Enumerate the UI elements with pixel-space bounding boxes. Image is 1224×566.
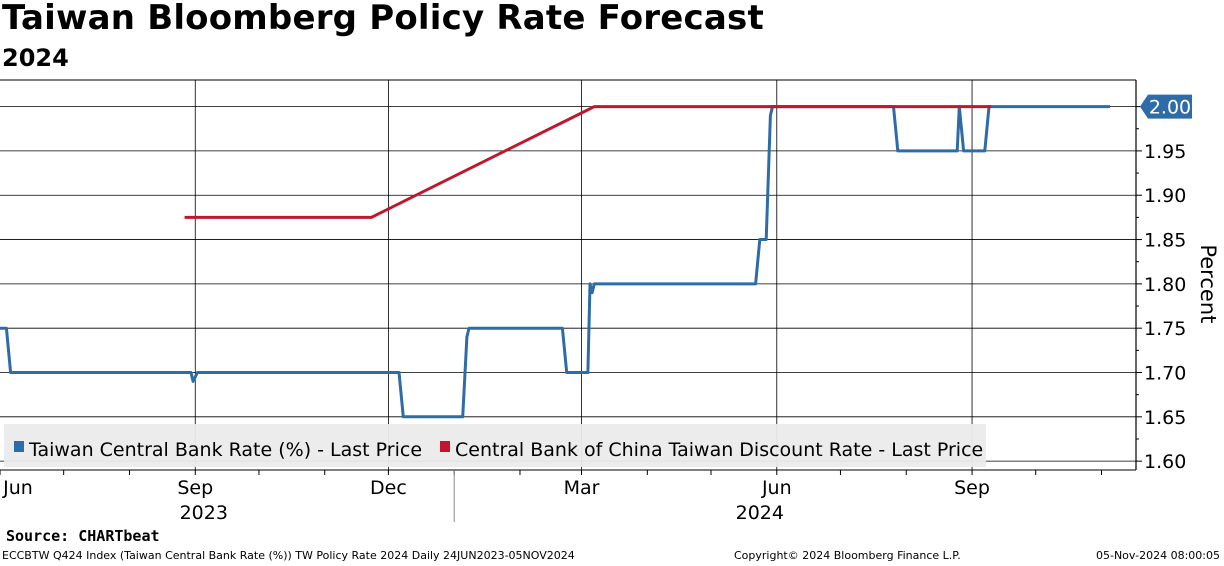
timestamp: 05-Nov-2024 08:00:05 [1095, 549, 1220, 562]
x-tick-label: Sep [954, 477, 990, 499]
source-note: Source: CHARTbeat [6, 527, 160, 545]
legend-swatch [14, 441, 24, 452]
copyright-note: Copyright© 2024 Bloomberg Finance L.P. [734, 549, 961, 562]
x-tick-label: Dec [370, 477, 407, 499]
last-value-marker [1140, 94, 1192, 119]
legend-swatch [440, 441, 450, 452]
ticker-info: ECCBTW Q424 Index (Taiwan Central Bank R… [2, 549, 575, 562]
x-tick-label: Mar [564, 477, 600, 499]
chart-title: Taiwan Bloomberg Policy Rate Forecast [2, 0, 764, 38]
y-tick-label: 1.75 [1144, 318, 1186, 340]
legend-box [4, 424, 986, 467]
y-tick-label: 1.80 [1144, 274, 1186, 296]
last-value-label: 2.00 [1149, 97, 1191, 119]
x-tick-label: Sep [177, 477, 213, 499]
y-tick-label: 1.60 [1144, 451, 1186, 473]
x-year-label: 2023 [180, 502, 228, 524]
series-line-central-bank-rate [0, 105, 1110, 419]
chart-subtitle: 2024 [2, 44, 69, 72]
y-tick-label: 1.85 [1144, 230, 1186, 252]
x-tick-label: Jun [761, 477, 792, 499]
y-tick-label: 1.95 [1144, 141, 1186, 163]
last-value-callout: 2.00 [1140, 94, 1192, 119]
legend-label: Taiwan Central Bank Rate (%) - Last Pric… [28, 439, 422, 461]
y-axis-title: Percent [1196, 244, 1220, 323]
x-tick-label: Jun [2, 477, 33, 499]
y-tick-label: 1.90 [1144, 185, 1186, 207]
x-year-label: 2024 [736, 502, 784, 524]
legend-label: Central Bank of China Taiwan Discount Ra… [455, 439, 983, 461]
series-line-discount-rate [184, 105, 992, 219]
y-tick-label: 1.65 [1144, 407, 1186, 429]
y-tick-label: 1.70 [1144, 363, 1186, 385]
